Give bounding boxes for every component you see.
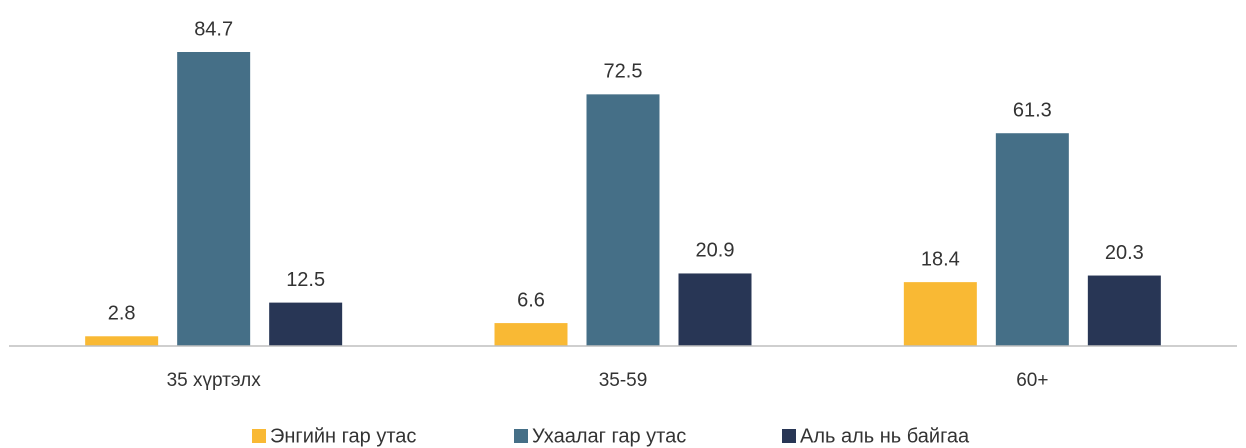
bar — [995, 133, 1069, 346]
value-label: 84.7 — [194, 18, 233, 40]
bar — [85, 336, 159, 346]
value-label: 20.9 — [696, 240, 735, 262]
bar — [1087, 275, 1161, 346]
value-label: 12.5 — [286, 269, 325, 291]
x-tick-label: 35 хүртэлх — [167, 370, 262, 391]
value-label: 18.4 — [921, 248, 960, 270]
bar — [494, 323, 568, 346]
legend-swatch — [252, 429, 266, 443]
value-label: 72.5 — [604, 61, 643, 83]
x-tick-label: 60+ — [1016, 370, 1048, 391]
legend-label: Ухаалаг гар утас — [532, 425, 686, 447]
bar — [678, 273, 752, 346]
legend-label: Энгийн гар утас — [270, 425, 416, 447]
bar — [269, 302, 343, 346]
value-label: 20.3 — [1105, 242, 1144, 264]
legend-label: Аль аль нь байгаа — [800, 425, 970, 447]
bar — [903, 282, 977, 346]
value-label: 61.3 — [1013, 100, 1052, 122]
legend-swatch — [782, 429, 796, 443]
legend-swatch — [514, 429, 528, 443]
bar — [586, 94, 660, 346]
value-label: 2.8 — [108, 303, 136, 325]
x-tick-label: 35-59 — [599, 370, 648, 391]
bar — [177, 52, 251, 346]
value-label: 6.6 — [517, 289, 545, 311]
